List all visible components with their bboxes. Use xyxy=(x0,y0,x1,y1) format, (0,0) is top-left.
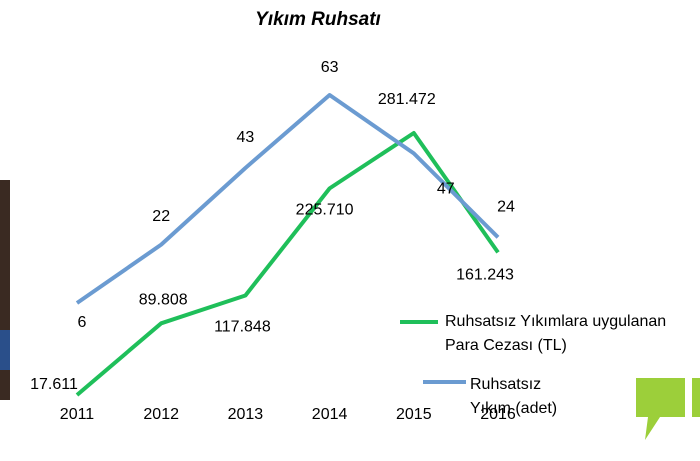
data-label: 47 xyxy=(437,181,455,198)
chart-title: Yıkım Ruhsatı xyxy=(255,9,381,30)
legend-label: Ruhsatsız Yıkımlara uygulanan Para Cezas… xyxy=(445,313,667,354)
data-label: 161.243 xyxy=(456,267,514,284)
x-tick-label: 2012 xyxy=(143,406,179,423)
photo-strip-detail xyxy=(0,330,10,370)
data-label: 22 xyxy=(152,208,170,225)
x-tick-label: 2016 xyxy=(480,406,516,423)
x-tick-label: 2015 xyxy=(396,406,432,423)
data-label: 6 xyxy=(78,314,87,331)
x-tick-label: 2011 xyxy=(60,406,95,423)
data-label: 24 xyxy=(497,199,515,216)
speech-icon xyxy=(636,378,685,440)
photo-strip xyxy=(0,180,10,400)
data-label: 63 xyxy=(321,59,339,76)
series-line xyxy=(75,93,500,305)
x-tick-label: 2013 xyxy=(228,406,264,423)
data-label: 225.710 xyxy=(296,202,354,219)
data-label: 281.472 xyxy=(378,91,436,108)
speech-icon-edge xyxy=(692,378,700,417)
data-label: 117.848 xyxy=(214,319,271,336)
x-tick-label: 2014 xyxy=(312,406,348,423)
data-label: 89.808 xyxy=(139,292,188,309)
series-line xyxy=(75,131,500,397)
legend-label: Ruhsatsız Yıkım (adet) xyxy=(470,376,558,417)
data-label: 17.611 xyxy=(30,376,78,393)
data-label: 43 xyxy=(237,129,255,146)
